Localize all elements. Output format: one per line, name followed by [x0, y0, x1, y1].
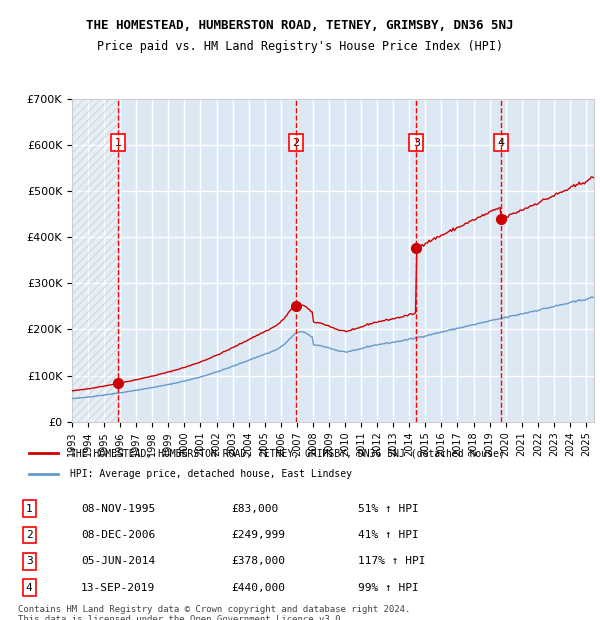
Text: 3: 3	[26, 557, 32, 567]
Text: 05-JUN-2014: 05-JUN-2014	[81, 557, 155, 567]
Text: THE HOMESTEAD, HUMBERSTON ROAD, TETNEY, GRIMSBY, DN36 5NJ (detached house): THE HOMESTEAD, HUMBERSTON ROAD, TETNEY, …	[70, 448, 505, 458]
Text: 08-NOV-1995: 08-NOV-1995	[81, 504, 155, 514]
Text: £249,999: £249,999	[231, 530, 285, 540]
Text: 4: 4	[497, 138, 505, 148]
Text: £83,000: £83,000	[231, 504, 278, 514]
Text: 3: 3	[413, 138, 419, 148]
Text: 1: 1	[26, 504, 32, 514]
Text: 2: 2	[292, 138, 299, 148]
Text: £378,000: £378,000	[231, 557, 285, 567]
Text: 99% ↑ HPI: 99% ↑ HPI	[358, 583, 418, 593]
Text: THE HOMESTEAD, HUMBERSTON ROAD, TETNEY, GRIMSBY, DN36 5NJ: THE HOMESTEAD, HUMBERSTON ROAD, TETNEY, …	[86, 19, 514, 32]
Text: 2: 2	[26, 530, 32, 540]
Text: 08-DEC-2006: 08-DEC-2006	[81, 530, 155, 540]
Text: £440,000: £440,000	[231, 583, 285, 593]
Bar	[72, 99, 118, 422]
Text: 51% ↑ HPI: 51% ↑ HPI	[358, 504, 418, 514]
Text: Price paid vs. HM Land Registry's House Price Index (HPI): Price paid vs. HM Land Registry's House …	[97, 40, 503, 53]
Text: 41% ↑ HPI: 41% ↑ HPI	[358, 530, 418, 540]
Text: 13-SEP-2019: 13-SEP-2019	[81, 583, 155, 593]
Text: 4: 4	[26, 583, 32, 593]
Text: 117% ↑ HPI: 117% ↑ HPI	[358, 557, 425, 567]
Text: HPI: Average price, detached house, East Lindsey: HPI: Average price, detached house, East…	[70, 469, 352, 479]
Text: Contains HM Land Registry data © Crown copyright and database right 2024.
This d: Contains HM Land Registry data © Crown c…	[18, 604, 410, 620]
Text: 1: 1	[115, 138, 121, 148]
